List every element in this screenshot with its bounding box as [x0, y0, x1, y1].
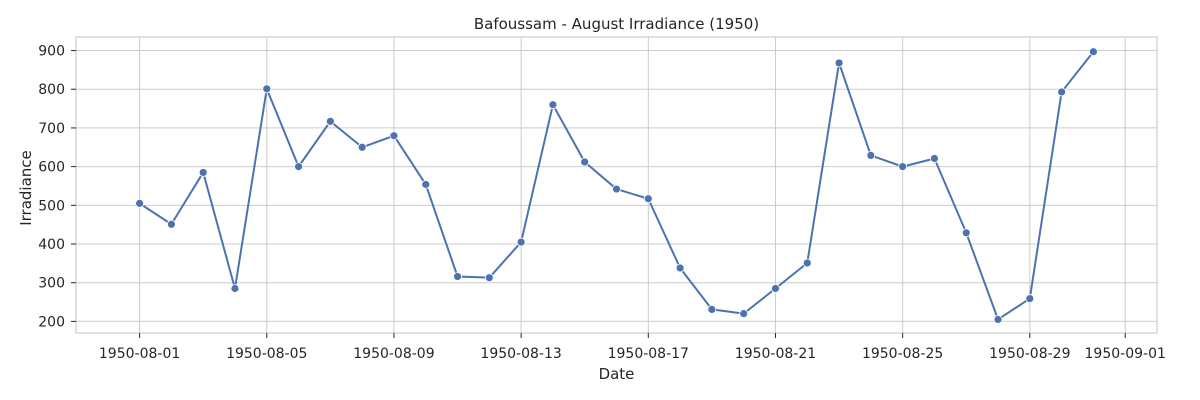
- data-point: [930, 154, 939, 163]
- data-point: [198, 168, 208, 177]
- data-point: [1025, 294, 1035, 303]
- data-point: [548, 100, 558, 110]
- data-point: [135, 198, 144, 208]
- data-point: [993, 315, 1003, 324]
- data-point: [866, 150, 876, 160]
- data-point: [484, 273, 494, 283]
- data-point: [898, 162, 908, 172]
- y-axis-label: Irradiance: [17, 150, 35, 226]
- tick-labels: 1950-08-01 1950-08-05 1950-08-09 1950-08-13…: [38, 44, 1166, 362]
- plot-frame: [75, 36, 1158, 334]
- data-point: [612, 184, 621, 194]
- data-point: [739, 309, 749, 319]
- y-tick-label: 700: [38, 121, 65, 137]
- data-point: [230, 284, 240, 293]
- data-point: [357, 142, 367, 152]
- x-tick-label: 1950-08-17: [608, 346, 689, 362]
- y-tick-label: 200: [38, 314, 65, 330]
- data-point: [707, 304, 717, 314]
- x-tick-label: 1950-08-25: [862, 346, 943, 362]
- data-point: [1089, 47, 1098, 57]
- y-tick-label: 400: [38, 237, 65, 253]
- data-point: [771, 284, 780, 293]
- data-point: [453, 272, 462, 281]
- data-point: [389, 131, 399, 141]
- data-point: [421, 180, 431, 189]
- data-point: [580, 157, 590, 167]
- y-tick-label: 300: [38, 276, 65, 292]
- x-tick-label: 1950-08-29: [989, 346, 1070, 362]
- x-axis-label: Date: [599, 365, 635, 383]
- data-point: [325, 116, 335, 126]
- chart-title: Bafoussam - August Irradiance (1950): [474, 15, 759, 33]
- data-point: [262, 84, 272, 94]
- x-tick-label: 1950-08-01: [99, 346, 180, 362]
- y-tick-label: 500: [38, 198, 65, 214]
- x-tick-label: 1950-08-21: [735, 346, 816, 362]
- series-line-group: [135, 47, 1098, 324]
- data-point: [834, 58, 844, 68]
- x-tick-label: 1950-09-01: [1085, 346, 1166, 362]
- x-tick-label: 1950-08-13: [480, 346, 561, 362]
- x-tick-label: 1950-08-05: [226, 346, 307, 362]
- y-tick-label: 600: [38, 160, 65, 176]
- data-point: [166, 219, 176, 229]
- data-point: [516, 237, 526, 247]
- data-point: [1057, 87, 1067, 97]
- data-point: [961, 228, 971, 238]
- y-tick-label: 900: [38, 44, 65, 60]
- data-point: [294, 162, 303, 172]
- x-tick-label: 1950-08-09: [353, 346, 434, 362]
- data-point: [643, 194, 653, 204]
- data-point: [675, 263, 685, 273]
- grid: [76, 37, 1157, 333]
- data-point: [802, 258, 812, 268]
- y-tick-label: 800: [38, 82, 65, 98]
